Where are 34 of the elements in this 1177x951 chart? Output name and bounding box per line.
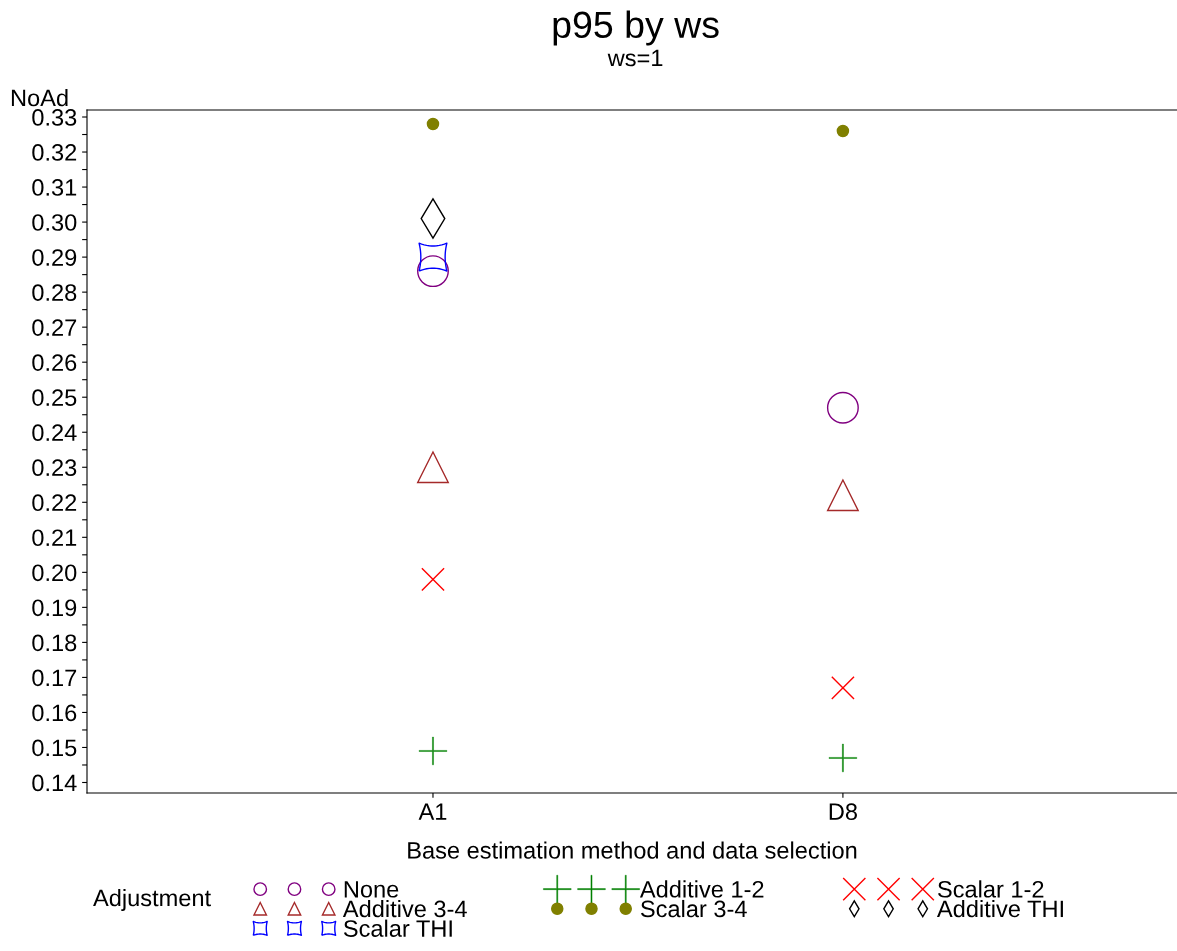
y-tick-label: 0.22 [32,494,77,512]
legend-label: Scalar 3-4 [640,899,747,918]
y-tick-label: 0.32 [32,144,77,161]
y-axis-title: NoAd [11,89,68,107]
x-tick-label: D8 [829,803,857,821]
y-tick-label: 0.24 [32,424,77,442]
y-tick-label: 0.26 [32,354,77,371]
y-tick-label: 0.19 [32,599,77,617]
x-axis-title: Base estimation method and data selection [408,841,857,859]
chart-subtitle: ws=1 [607,49,663,67]
y-tick-label: 0.20 [32,564,77,582]
y-tick-label: 0.17 [32,669,77,687]
y-tick-label: 0.27 [32,319,77,336]
y-tick-label: 0.30 [32,214,77,231]
y-tick-label: 0.29 [32,249,77,266]
y-tick-label: 0.18 [32,634,77,652]
x-tick-label: A1 [418,803,447,820]
chart-title: p95 by ws [553,10,719,46]
y-tick-label: 0.23 [32,459,77,477]
y-tick-label: 0.21 [32,529,77,547]
y-tick-label: 0.16 [32,704,77,722]
y-tick-label: 0.33 [32,109,77,126]
y-tick-label: 0.31 [32,179,77,196]
legend-label: None [344,881,399,898]
legend-label: Additive THI [936,899,1063,918]
y-tick-label: 0.28 [32,284,77,301]
legend-label: Additive 1-2 [639,880,764,898]
y-tick-label: 0.14 [32,774,77,792]
y-tick-label: 0.25 [32,389,77,406]
legend-label: Scalar 1-2 [938,880,1044,898]
y-tick-label: 0.15 [32,739,77,757]
legend-label: Scalar THI [343,919,452,937]
legend-title: Adjustment [93,889,211,912]
legend-label: Additive 3-4 [342,899,467,918]
